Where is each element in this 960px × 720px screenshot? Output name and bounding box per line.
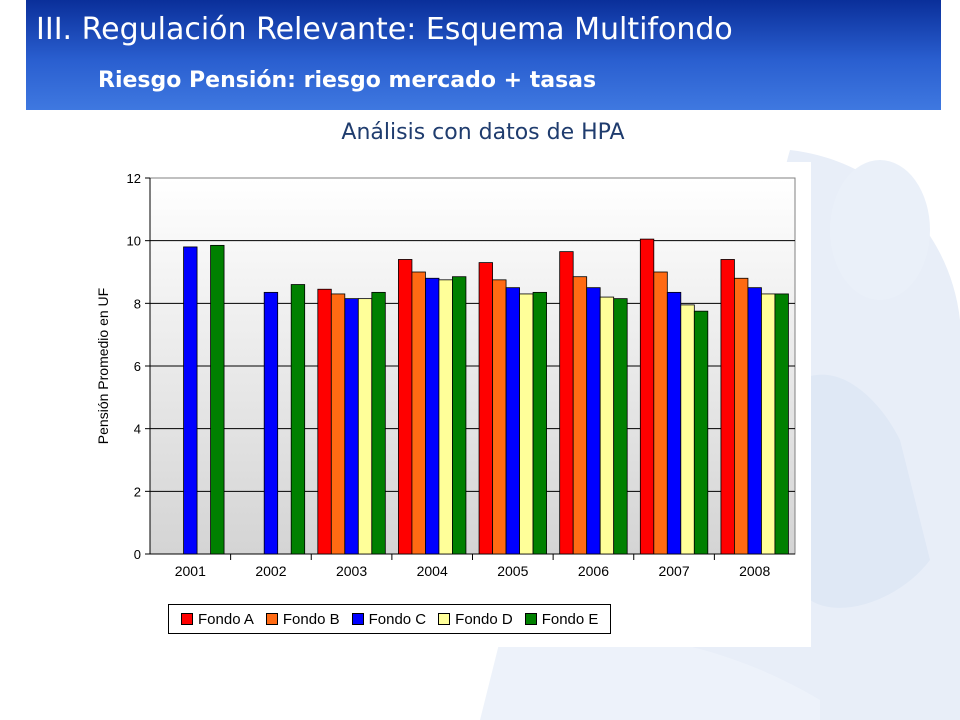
- bar: [505, 287, 520, 555]
- bar: [734, 277, 749, 555]
- bar: [344, 298, 359, 555]
- bar: [761, 293, 776, 555]
- x-tick-label: 2003: [336, 563, 367, 579]
- bar: [452, 276, 467, 555]
- bar-chart: 0 2 4 6 8 10 12 Pensión Promedio en UF 2001 2002 2…: [95, 171, 796, 579]
- chart-caption: Análisis con datos de HPA: [341, 120, 625, 145]
- bar: [263, 291, 279, 555]
- bar: [357, 298, 373, 555]
- bar: [438, 279, 453, 555]
- bar: [371, 291, 386, 555]
- legend-item: Fondo E: [524, 610, 599, 628]
- bar: [330, 293, 346, 555]
- page-subtitle: Riesgo Pensión: riesgo mercado + tasas: [98, 68, 597, 93]
- y-tick-label: 2: [134, 484, 141, 499]
- y-tick-label: 4: [134, 422, 141, 437]
- bar: [398, 259, 413, 555]
- legend-label: Fondo A: [198, 610, 254, 628]
- legend-swatch: [438, 613, 451, 625]
- legend-item: Fondo D: [438, 611, 513, 628]
- x-tick-label: 2008: [739, 563, 770, 579]
- chart-panel: 0 2 4 6 8 10 12 Pensión Promedio en UF 2001 2002 2…: [84, 162, 811, 647]
- bar: [492, 279, 507, 555]
- x-tick-label: 2007: [658, 563, 689, 579]
- page-title: III. Regulación Relevante: Esquema Multi…: [36, 12, 733, 47]
- legend-swatch: [351, 613, 364, 625]
- legend-swatch: [524, 613, 537, 625]
- bar: [774, 293, 789, 555]
- bar: [290, 284, 306, 555]
- y-tick-label: 10: [127, 234, 141, 249]
- bar: [519, 293, 534, 555]
- bar: [572, 276, 588, 555]
- legend-item: Fondo B: [265, 610, 340, 628]
- y-tick-label: 6: [134, 359, 141, 374]
- bar: [317, 288, 332, 555]
- bar: [666, 291, 682, 555]
- legend-item: Fondo A: [181, 611, 254, 628]
- bar: [559, 251, 574, 555]
- bar: [183, 246, 198, 555]
- bar: [478, 262, 493, 555]
- bar: [720, 259, 735, 555]
- y-tick-label: 8: [134, 296, 141, 311]
- x-tick-label: 2004: [417, 563, 448, 579]
- legend-swatch: [181, 613, 193, 625]
- legend-swatch: [265, 613, 278, 625]
- bar: [425, 277, 440, 555]
- bar: [639, 238, 655, 555]
- x-tick-label: 2006: [578, 563, 609, 579]
- x-tick-label: 2005: [497, 563, 528, 579]
- legend-label: Fondo E: [541, 610, 599, 628]
- bar: [411, 271, 426, 555]
- legend-item: Fondo C: [351, 610, 427, 628]
- bar: [586, 287, 601, 555]
- x-tick-label: 2001: [175, 563, 206, 579]
- x-tick-label: 2002: [255, 563, 286, 579]
- y-tick-label: 0: [134, 547, 141, 562]
- bar: [532, 291, 547, 555]
- bar: [599, 296, 615, 555]
- y-axis-label: Pensión Promedio en UF: [95, 288, 111, 444]
- bar: [613, 298, 628, 555]
- bar: [680, 304, 695, 555]
- bar: [653, 271, 668, 555]
- y-tick-label: 12: [127, 171, 141, 186]
- legend-label: Fondo D: [455, 610, 513, 628]
- bar: [693, 310, 709, 555]
- chart-legend: Fondo A Fondo B Fondo C Fondo D Fondo E: [168, 604, 612, 634]
- legend-label: Fondo B: [282, 610, 340, 628]
- bar: [747, 287, 762, 555]
- header-bar: III. Regulación Relevante: Esquema Multi…: [26, 0, 941, 110]
- bar: [210, 244, 225, 555]
- legend-label: Fondo C: [368, 610, 427, 628]
